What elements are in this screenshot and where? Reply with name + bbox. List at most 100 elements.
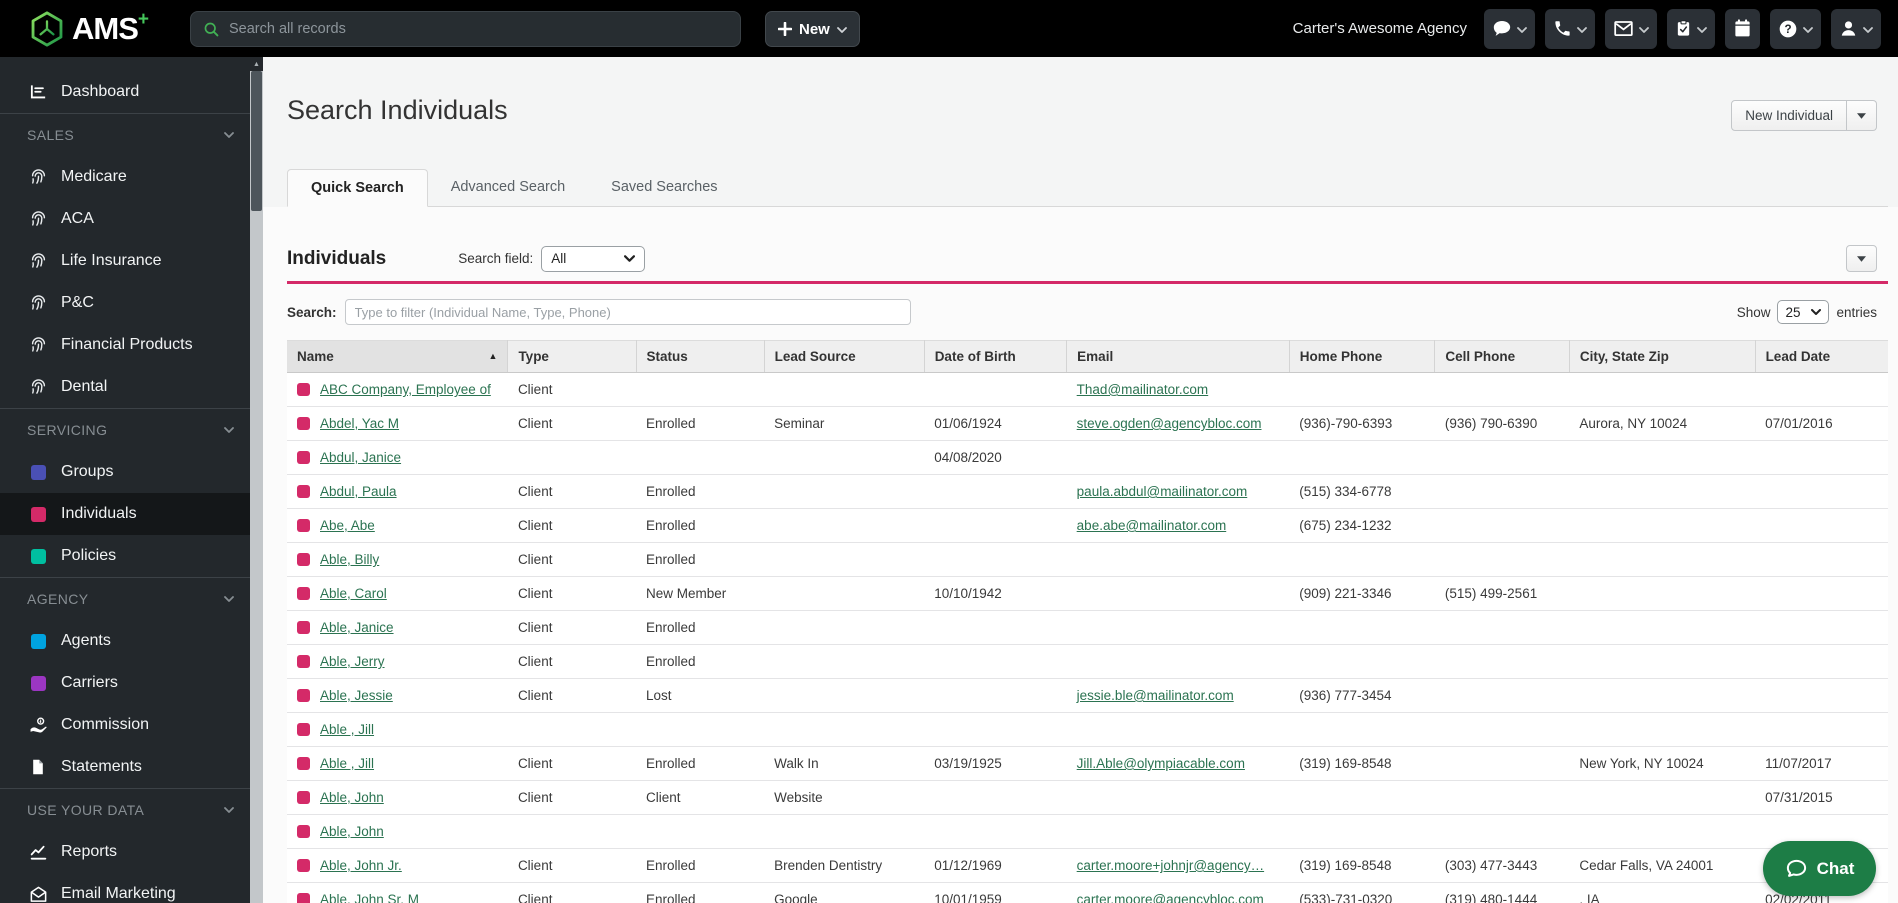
individual-name-link[interactable]: Able, Billy [320,552,380,567]
email-link[interactable]: steve.ogden@agencybloc.com [1076,416,1262,431]
sidebar-item-individuals[interactable]: Individuals [0,493,250,535]
fingerprint-icon [27,336,49,355]
column-header-city-state-zip[interactable]: City, State Zip [1569,340,1756,373]
individual-name-link[interactable]: Abdel, Yac M [320,416,400,431]
column-header-date-of-birth[interactable]: Date of Birth [924,340,1068,373]
individual-name-link[interactable]: Able, John [320,790,384,805]
individual-type-square-icon [297,689,310,702]
chat-bubble-icon [1492,19,1512,39]
column-header-type[interactable]: Type [507,340,637,373]
app-logo[interactable]: AMS + [28,10,149,48]
section-options-dropdown-button[interactable] [1846,245,1877,272]
sidebar-item-p-c[interactable]: P&C [0,282,250,324]
filter-input[interactable] [344,299,911,325]
show-entries-select[interactable]: 25 [1777,300,1830,324]
individual-name-link[interactable]: Able, John Sr. M [320,892,420,903]
individual-name-link[interactable]: Able , Jill [320,756,375,771]
cell-email: abe.abe@mailinator.com [1066,508,1290,543]
email-link[interactable]: jessie.ble@mailinator.com [1076,688,1234,703]
main-scrollbar[interactable]: ▲ [250,57,263,903]
clipboard-check-button[interactable] [1667,8,1715,49]
individual-name-link[interactable]: Able, Carol [320,586,387,601]
individual-name-link[interactable]: Able, Janice [320,620,394,635]
cell-type [507,712,637,747]
sidebar-item-aca[interactable]: ACA [0,198,250,240]
sidebar-item-policies[interactable]: Policies [0,535,250,577]
cell-home-phone [1289,542,1435,577]
column-header-lead-date[interactable]: Lead Date [1755,340,1888,373]
email-link[interactable]: carter.moore+johnjr@agency… [1076,858,1265,873]
search-field-select[interactable]: All [541,245,646,272]
new-individual-dropdown-button[interactable] [1847,100,1877,131]
user-button[interactable] [1831,8,1881,49]
sidebar-item-life-insurance[interactable]: Life Insurance [0,240,250,282]
caret-down-icon [1857,112,1866,119]
scrollbar-thumb[interactable] [251,71,262,211]
cell-type: Client [507,508,637,543]
sidebar-item-carriers[interactable]: Carriers [0,662,250,704]
sidebar-item-agents[interactable]: Agents [0,620,250,662]
individual-name-link[interactable]: Abdul, Janice [320,450,402,465]
cell-cell-phone [1434,746,1570,781]
column-header-lead-source[interactable]: Lead Source [764,340,925,373]
email-link[interactable]: Thad@mailinator.com [1076,382,1209,397]
tab-advanced-search[interactable]: Advanced Search [450,179,566,195]
sidebar-section-agency[interactable]: AGENCY [0,578,250,620]
individual-name-link[interactable]: ABC Company, Employee of [320,382,491,397]
cell-name: Able, Carol [287,576,508,611]
sidebar-section-servicing[interactable]: SERVICING [0,409,250,451]
sidebar-item-dashboard[interactable]: Dashboard [0,71,250,113]
envelope-button[interactable] [1605,8,1657,49]
new-button[interactable]: New [765,11,860,47]
sidebar-item-email-marketing[interactable]: Email Marketing [0,873,250,903]
individual-name-link[interactable]: Abdul, Paula [320,484,397,499]
sidebar-item-label: Individuals [61,505,137,522]
cell-name: Abdul, Paula [287,474,508,509]
sidebar-section-use-your-data[interactable]: USE YOUR DATA [0,789,250,831]
chat-bubble-button[interactable] [1484,8,1535,49]
sidebar-item-dental[interactable]: Dental [0,366,250,408]
cell-name: Able, Jerry [287,644,508,679]
cell-cell-phone [1434,474,1570,509]
cell-lead-source [764,712,925,747]
individual-name-link[interactable]: Able, Jerry [320,654,385,669]
sidebar-section-sales[interactable]: SALES [0,114,250,156]
sidebar-item-financial-products[interactable]: Financial Products [0,324,250,366]
individual-type-square-icon [297,553,310,566]
column-header-email[interactable]: Email [1066,340,1290,373]
sidebar-item-label: P&C [61,294,94,311]
individual-name-link[interactable]: Able, Jessie [320,688,393,703]
show-entries-value: 25 [1785,304,1801,320]
help-button[interactable]: ? [1770,8,1821,49]
column-header-status[interactable]: Status [636,340,765,373]
sidebar-item-commission[interactable]: Commission [0,704,250,746]
scroll-up-arrow-icon[interactable]: ▲ [250,57,263,71]
email-link[interactable]: paula.abdul@mailinator.com [1076,484,1248,499]
individual-name-link[interactable]: Able, John [320,824,384,839]
column-header-name[interactable]: Name ▲ [287,340,509,373]
individual-name-link[interactable]: Able, John Jr. [320,858,402,873]
individual-name-link[interactable]: Abe, Abe [320,518,375,533]
sidebar-item-statements[interactable]: Statements [0,746,250,788]
column-header-cell-phone[interactable]: Cell Phone [1434,340,1570,373]
table-row: Able, John [287,814,1888,849]
email-link[interactable]: abe.abe@mailinator.com [1076,518,1227,533]
email-link[interactable]: Jill.Able@olympiacable.com [1076,756,1245,771]
chat-button[interactable]: Chat [1763,841,1876,896]
email-link[interactable]: carter.moore@agencybloc.com [1076,892,1264,903]
calendar-button[interactable] [1725,8,1760,49]
phone-button[interactable] [1545,8,1595,49]
global-search-input[interactable] [229,21,728,37]
cell-city-state-zip [1569,440,1756,475]
sidebar-item-reports[interactable]: Reports [0,831,250,873]
sidebar-item-groups[interactable]: Groups [0,451,250,493]
column-header-home-phone[interactable]: Home Phone [1289,340,1436,373]
new-individual-button[interactable]: New Individual [1731,100,1847,131]
individual-name-link[interactable]: Able , Jill [320,722,375,737]
tab-saved-searches[interactable]: Saved Searches [611,179,718,195]
carriers-square-icon [27,675,49,691]
sidebar-item-medicare[interactable]: Medicare [0,156,250,198]
ams-hexagon-logo-icon [28,10,66,48]
tab-quick-search[interactable]: Quick Search [287,169,428,207]
cell-name: Abdul, Janice [287,440,508,475]
